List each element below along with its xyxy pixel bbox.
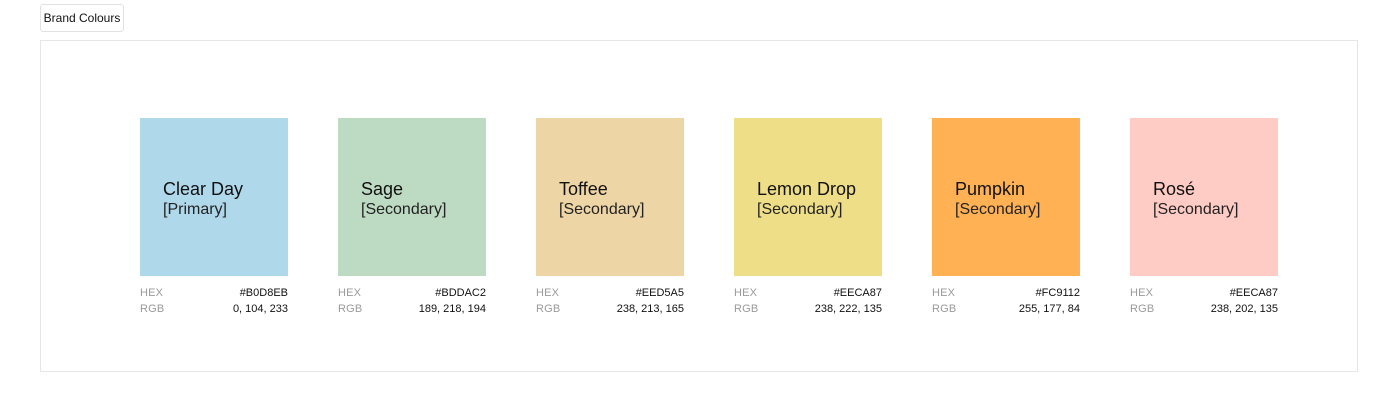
- swatch-card: Clear Day [Primary] HEX #B0D8EB RGB 0, 104, 2…: [140, 118, 288, 317]
- swatch-role: [Secondary]: [559, 201, 645, 218]
- swatch-name: Lemon Drop: [757, 179, 857, 199]
- rgb-label: RGB: [932, 303, 957, 315]
- swatch-meta: HEX #BDDAC2 RGB 189, 218, 194: [338, 285, 486, 317]
- swatch-role: [Secondary]: [757, 201, 843, 218]
- swatch-role: [Primary]: [163, 201, 227, 218]
- rgb-value: 238, 222, 135: [814, 303, 882, 315]
- hex-label: HEX: [536, 287, 560, 299]
- swatch-card: Rosé [Secondary] HEX #EECA87 RGB 238, 202, 13…: [1130, 118, 1278, 317]
- rgb-value: 0, 104, 233: [232, 303, 288, 315]
- color-swatch[interactable]: Lemon Drop [Secondary]: [734, 118, 882, 276]
- hex-label: HEX: [734, 287, 758, 299]
- hex-row: HEX #BDDAC2: [338, 285, 486, 301]
- swatch-name: Pumpkin: [955, 179, 1026, 199]
- rgb-label: RGB: [140, 303, 165, 315]
- hex-row: HEX #EED5A5: [536, 285, 684, 301]
- swatch-list: Clear Day [Primary] HEX #B0D8EB RGB 0, 104, 2…: [140, 118, 1278, 317]
- hex-row: HEX #B0D8EB: [140, 285, 288, 301]
- hex-value: #EECA87: [833, 287, 882, 299]
- rgb-label: RGB: [338, 303, 363, 315]
- swatch-role: [Secondary]: [1153, 201, 1239, 218]
- rgb-value: 238, 213, 165: [616, 303, 684, 315]
- rgb-label: RGB: [734, 303, 759, 315]
- swatch-meta: HEX #EECA87 RGB 238, 202, 135: [1130, 285, 1278, 317]
- swatch-card: Lemon Drop [Secondary] HEX #EECA87 RGB 238, 2…: [734, 118, 882, 317]
- hex-row: HEX #EECA87: [734, 285, 882, 301]
- tab-brand-colours[interactable]: Brand Colours: [40, 4, 124, 32]
- swatch-card: Sage [Secondary] HEX #BDDAC2 RGB 189, 218, 19…: [338, 118, 486, 317]
- swatch-card: Pumpkin [Secondary] HEX #FC9112 RGB 255, 177,…: [932, 118, 1080, 317]
- rgb-value: 189, 218, 194: [418, 303, 486, 315]
- hex-row: HEX #EECA87: [1130, 285, 1278, 301]
- color-swatch[interactable]: Toffee [Secondary]: [536, 118, 684, 276]
- rgb-value: 255, 177, 84: [1018, 303, 1080, 315]
- swatch-meta: HEX #EECA87 RGB 238, 222, 135: [734, 285, 882, 317]
- swatch-name: Sage: [361, 179, 404, 199]
- color-swatch[interactable]: Sage [Secondary]: [338, 118, 486, 276]
- hex-label: HEX: [140, 287, 164, 299]
- swatch-meta: HEX #FC9112 RGB 255, 177, 84: [932, 285, 1080, 317]
- rgb-row: RGB 0, 104, 233: [140, 301, 288, 317]
- hex-value: #BDDAC2: [435, 287, 486, 299]
- rgb-row: RGB 238, 213, 165: [536, 301, 684, 317]
- swatch-meta: HEX #EED5A5 RGB 238, 213, 165: [536, 285, 684, 317]
- swatch-role: [Secondary]: [361, 201, 447, 218]
- color-swatch[interactable]: Pumpkin [Secondary]: [932, 118, 1080, 276]
- rgb-row: RGB 238, 202, 135: [1130, 301, 1278, 317]
- swatch-meta: HEX #B0D8EB RGB 0, 104, 233: [140, 285, 288, 317]
- hex-label: HEX: [1130, 287, 1154, 299]
- rgb-row: RGB 255, 177, 84: [932, 301, 1080, 317]
- rgb-label: RGB: [1130, 303, 1155, 315]
- swatch-name: Toffee: [559, 179, 608, 199]
- hex-label: HEX: [338, 287, 362, 299]
- hex-value: #B0D8EB: [239, 287, 288, 299]
- swatch-name: Clear Day: [163, 179, 244, 199]
- swatch-name: Rosé: [1153, 179, 1196, 199]
- rgb-row: RGB 238, 222, 135: [734, 301, 882, 317]
- brand-colours-panel: Clear Day [Primary] HEX #B0D8EB RGB 0, 104, 2…: [40, 40, 1358, 372]
- hex-value: #EED5A5: [635, 287, 684, 299]
- color-swatch[interactable]: Clear Day [Primary]: [140, 118, 288, 276]
- hex-value: #FC9112: [1035, 287, 1080, 299]
- hex-value: #EECA87: [1229, 287, 1278, 299]
- swatch-card: Toffee [Secondary] HEX #EED5A5 RGB 238, 213, …: [536, 118, 684, 317]
- rgb-value: 238, 202, 135: [1210, 303, 1278, 315]
- hex-row: HEX #FC9112: [932, 285, 1080, 301]
- hex-label: HEX: [932, 287, 956, 299]
- swatch-role: [Secondary]: [955, 201, 1041, 218]
- rgb-label: RGB: [536, 303, 561, 315]
- rgb-row: RGB 189, 218, 194: [338, 301, 486, 317]
- color-swatch[interactable]: Rosé [Secondary]: [1130, 118, 1278, 276]
